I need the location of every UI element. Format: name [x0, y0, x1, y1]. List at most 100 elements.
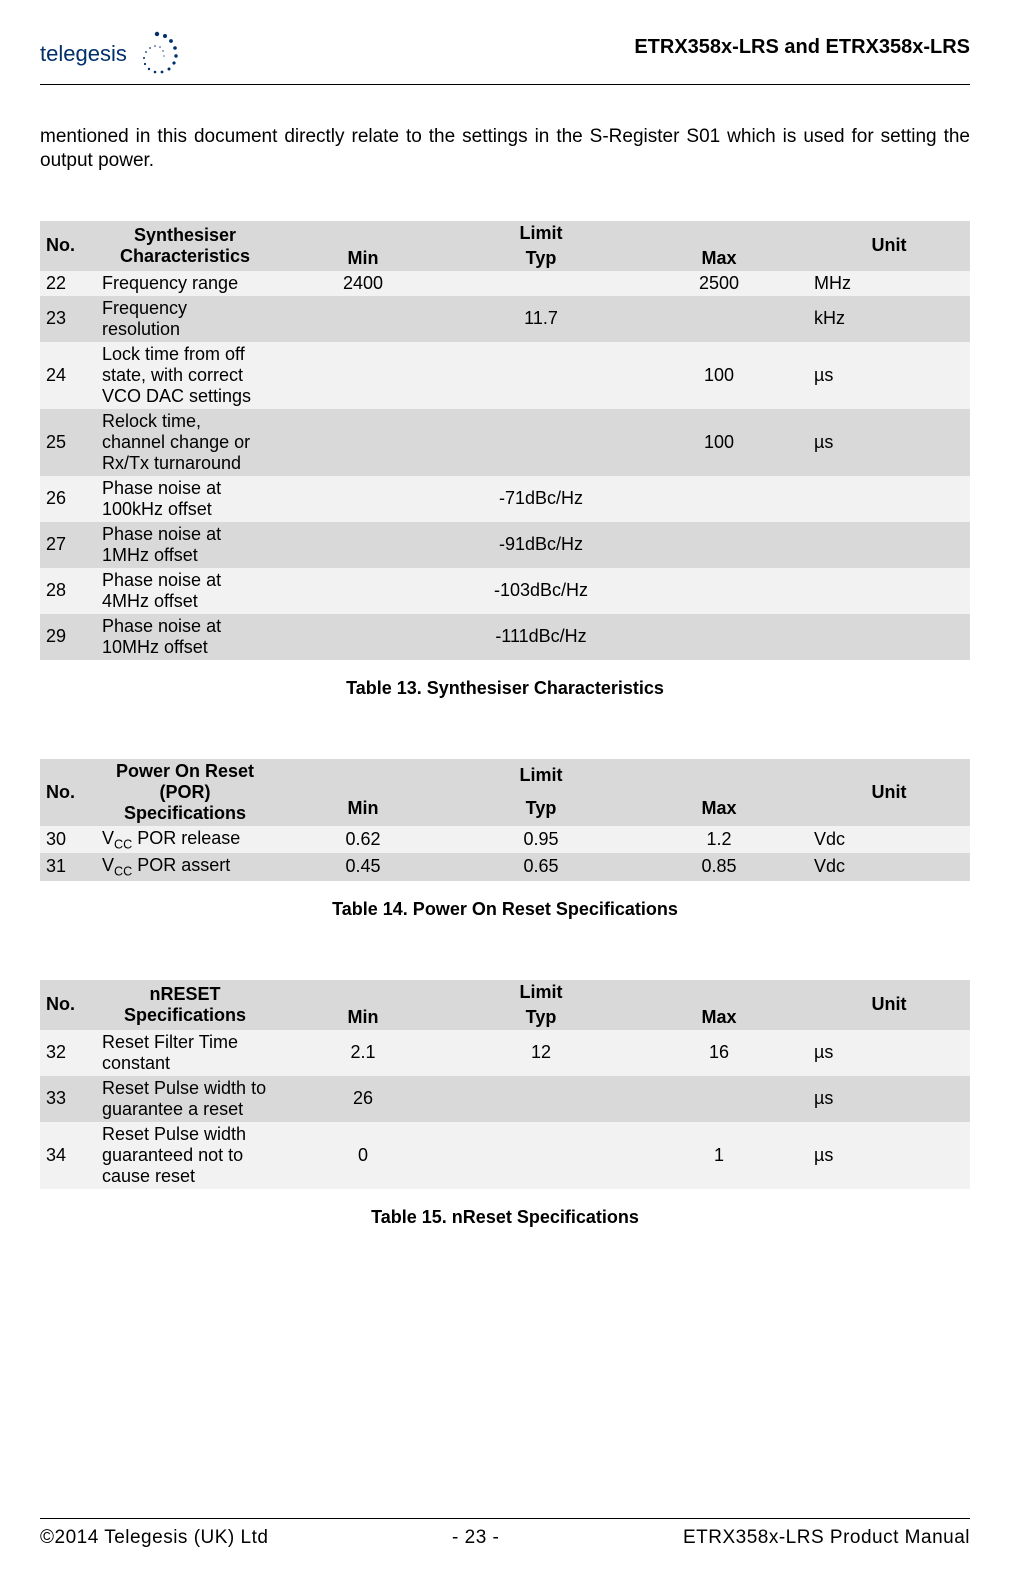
- cell-typ: -103dBc/Hz: [452, 568, 630, 614]
- cell-typ: 0.95: [452, 826, 630, 854]
- cell-unit: [808, 522, 970, 568]
- cell-unit: [808, 476, 970, 522]
- intro-paragraph: mentioned in this document directly rela…: [40, 125, 970, 173]
- logo: telegesis: [40, 30, 181, 78]
- cell-no: 23: [40, 296, 96, 342]
- table-row: 26Phase noise at 100kHz offset-71dBc/Hz: [40, 476, 970, 522]
- cell-max: [630, 296, 808, 342]
- cell-typ: [452, 342, 630, 409]
- col-param-header: Synthesiser Characteristics: [96, 221, 274, 271]
- cell-max: [630, 476, 808, 522]
- cell-param: Frequency range: [96, 271, 274, 296]
- table-row: 31VCC POR assert0.450.650.85Vdc: [40, 853, 970, 881]
- col-param-header: Power On Reset (POR) Specifications: [96, 759, 274, 826]
- cell-typ: [452, 409, 630, 476]
- cell-max: 1.2: [630, 826, 808, 854]
- cell-typ: [452, 1076, 630, 1122]
- col-min-header: Min: [274, 792, 452, 826]
- cell-min: [274, 476, 452, 522]
- cell-max: 1: [630, 1122, 808, 1189]
- table-row: 33Reset Pulse width to guarantee a reset…: [40, 1076, 970, 1122]
- footer-right: ETRX358x-LRS Product Manual: [683, 1527, 970, 1549]
- cell-unit: µs: [808, 342, 970, 409]
- table-caption: Table 13. Synthesiser Characteristics: [40, 678, 970, 699]
- cell-param: Phase noise at 4MHz offset: [96, 568, 274, 614]
- col-unit-header: Unit: [808, 980, 970, 1030]
- col-param-header: nRESET Specifications: [96, 980, 274, 1030]
- table-row: 23Frequency resolution11.7kHz: [40, 296, 970, 342]
- cell-no: 22: [40, 271, 96, 296]
- cell-unit: µs: [808, 1122, 970, 1189]
- table-caption: Table 15. nReset Specifications: [40, 1207, 970, 1228]
- cell-max: 0.85: [630, 853, 808, 881]
- cell-max: [630, 568, 808, 614]
- footer-left: ©2014 Telegesis (UK) Ltd: [40, 1527, 268, 1549]
- cell-param: Phase noise at 100kHz offset: [96, 476, 274, 522]
- table-row: 34Reset Pulse width guaranteed not to ca…: [40, 1122, 970, 1189]
- cell-no: 29: [40, 614, 96, 660]
- footer-center: - 23 -: [452, 1527, 499, 1549]
- cell-max: 16: [630, 1030, 808, 1076]
- col-min-header: Min: [274, 246, 452, 271]
- cell-unit: µs: [808, 409, 970, 476]
- cell-max: [630, 614, 808, 660]
- table-row: 27Phase noise at 1MHz offset -91dBc/Hz: [40, 522, 970, 568]
- cell-no: 27: [40, 522, 96, 568]
- cell-no: 28: [40, 568, 96, 614]
- table-row: 30VCC POR release0.620.951.2Vdc: [40, 826, 970, 854]
- cell-typ: -71dBc/Hz: [452, 476, 630, 522]
- cell-typ: -91dBc/Hz: [452, 522, 630, 568]
- cell-unit: Vdc: [808, 853, 970, 881]
- table-row: 29Phase noise at 10MHz offset-111dBc/Hz: [40, 614, 970, 660]
- cell-param: Reset Filter Time constant: [96, 1030, 274, 1076]
- table-row: 22Frequency range24002500MHz: [40, 271, 970, 296]
- cell-param: VCC POR assert: [96, 853, 274, 881]
- table-por: No.Power On Reset (POR) SpecificationsLi…: [40, 759, 970, 881]
- col-typ-header: Typ: [452, 1005, 630, 1030]
- cell-no: 32: [40, 1030, 96, 1076]
- cell-no: 31: [40, 853, 96, 881]
- table-nreset: No.nRESET SpecificationsLimitUnitMinTypM…: [40, 980, 970, 1189]
- cell-max: [630, 1076, 808, 1122]
- cell-min: 0.62: [274, 826, 452, 854]
- cell-unit: kHz: [808, 296, 970, 342]
- table-synth: No.Synthesiser CharacteristicsLimitUnit M…: [40, 221, 970, 660]
- cell-unit: [808, 614, 970, 660]
- cell-min: [274, 522, 452, 568]
- cell-min: 26: [274, 1076, 452, 1122]
- cell-param: Frequency resolution: [96, 296, 274, 342]
- table-row: 24Lock time from off state, with correct…: [40, 342, 970, 409]
- table-header-row: No.nRESET SpecificationsLimitUnit: [40, 980, 970, 1005]
- cell-param: Lock time from off state, with correct V…: [96, 342, 274, 409]
- cell-no: 34: [40, 1122, 96, 1189]
- page-footer: ©2014 Telegesis (UK) Ltd - 23 - ETRX358x…: [40, 1518, 970, 1549]
- cell-min: [274, 614, 452, 660]
- cell-min: [274, 568, 452, 614]
- cell-min: [274, 342, 452, 409]
- col-limit-header: Limit: [274, 221, 808, 246]
- cell-min: [274, 296, 452, 342]
- cell-param: Relock time, channel change or Rx/Tx tur…: [96, 409, 274, 476]
- cell-param: Reset Pulse width guaranteed not to caus…: [96, 1122, 274, 1189]
- logo-swirl-icon: [133, 30, 181, 78]
- cell-unit: Vdc: [808, 826, 970, 854]
- header-product-title: ETRX358x-LRS and ETRX358x-LRS: [634, 30, 970, 59]
- col-min-header: Min: [274, 1005, 452, 1030]
- col-max-header: Max: [630, 792, 808, 826]
- col-max-header: Max: [630, 1005, 808, 1030]
- cell-max: 100: [630, 409, 808, 476]
- col-no-header: No.: [40, 759, 96, 826]
- col-no-header: No.: [40, 221, 96, 271]
- cell-no: 24: [40, 342, 96, 409]
- cell-min: 2400: [274, 271, 452, 296]
- col-unit-header: Unit: [808, 221, 970, 271]
- cell-param: Phase noise at 1MHz offset: [96, 522, 274, 568]
- cell-min: 0.45: [274, 853, 452, 881]
- col-no-header: No.: [40, 980, 96, 1030]
- cell-typ: 12: [452, 1030, 630, 1076]
- cell-no: 33: [40, 1076, 96, 1122]
- cell-unit: µs: [808, 1076, 970, 1122]
- cell-max: 2500: [630, 271, 808, 296]
- page-header: telegesis: [40, 30, 970, 85]
- cell-min: 0: [274, 1122, 452, 1189]
